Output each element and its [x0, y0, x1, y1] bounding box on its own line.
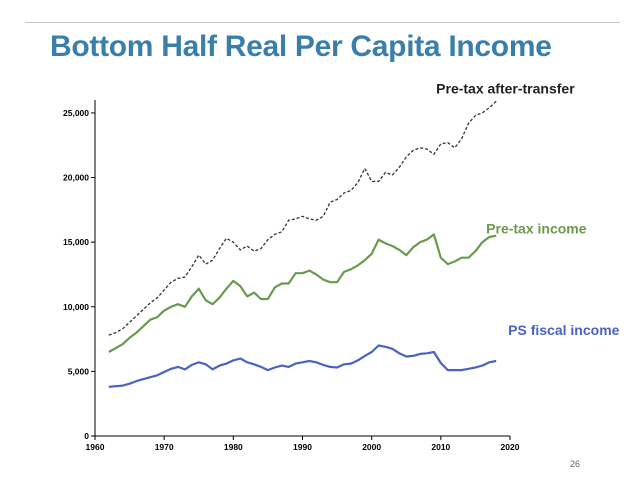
slide-title: Bottom Half Real Per Capita Income — [50, 30, 552, 63]
y-tick-label: 10,000 — [63, 302, 89, 312]
series-lines — [108, 100, 497, 388]
y-tick-label: 20,000 — [63, 173, 89, 183]
series-labels: Pre-tax after-transfer Pre-tax income PS f… — [436, 80, 619, 338]
page-number: 26 — [569, 459, 580, 469]
series-label: Pre-tax after-transfer — [436, 80, 575, 96]
x-tick-label: 1990 — [293, 442, 312, 452]
chart-axes — [94, 100, 510, 437]
slide-top-rule — [25, 22, 620, 23]
x-tick-label: 2000 — [362, 442, 381, 452]
x-tick-label: 1960 — [86, 442, 105, 452]
y-tick-label: 25,000 — [63, 108, 89, 118]
y-tick-label: 5,000 — [68, 366, 90, 376]
y-axis-ticks: 0 5,000 10,000 15,000 20,000 25,000 — [63, 108, 95, 441]
x-tick-label: 1970 — [155, 442, 174, 452]
y-tick-label: 15,000 — [63, 237, 89, 247]
x-axis-ticks: 1960 1970 1980 1990 2000 2010 2020 — [86, 436, 520, 452]
series-label: Pre-tax income — [486, 221, 587, 237]
x-tick-label: 2010 — [431, 442, 450, 452]
series-line-ps-fiscal-income — [108, 344, 497, 388]
series-label: PS fiscal income — [508, 322, 619, 338]
x-tick-label: 1980 — [224, 442, 243, 452]
series-line-pre-tax-after-transfer — [108, 100, 497, 336]
series-line-pre-tax-income — [108, 233, 497, 353]
y-tick-label: 0 — [84, 431, 89, 441]
x-tick-label: 2020 — [501, 442, 520, 452]
